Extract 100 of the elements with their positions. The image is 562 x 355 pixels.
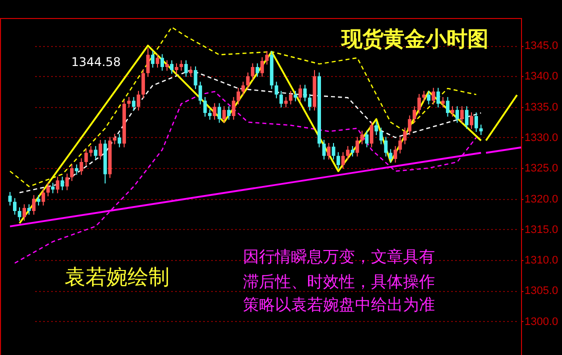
candlestick: [412, 106, 416, 124]
candlestick: [22, 204, 26, 222]
y-tick-label: 1310.0: [524, 254, 558, 267]
candlestick: [112, 133, 116, 145]
candlestick: [322, 139, 326, 160]
candlestick: [208, 108, 212, 120]
candlestick: [198, 81, 202, 105]
candlestick: [450, 106, 454, 118]
candlestick: [80, 158, 84, 176]
y-tick-label: 1320.0: [524, 193, 558, 206]
candlestick: [394, 146, 398, 164]
candlestick: [384, 136, 388, 157]
candlestick: [398, 136, 402, 154]
candlestick: [350, 146, 354, 157]
annotation: 1344.58: [71, 55, 121, 69]
candlestick: [18, 206, 22, 222]
candlestick: [156, 54, 160, 68]
candlestick: [341, 152, 345, 170]
annotation: 因行情瞬息万变，文章具有: [243, 247, 435, 266]
candlestick: [436, 87, 440, 108]
candlestick: [141, 68, 145, 99]
candlestick: [27, 204, 31, 216]
candlestick: [370, 121, 374, 148]
candlestick: [174, 62, 178, 74]
candlestick: [165, 60, 169, 72]
candlestick: [336, 152, 340, 170]
candlestick: [470, 112, 474, 130]
candlestick: [308, 93, 312, 112]
candlestick: [70, 164, 74, 182]
y-tick-label: 1315.0: [524, 224, 558, 236]
candlestick: [360, 130, 364, 145]
candlestick: [212, 102, 216, 120]
candlestick: [94, 146, 98, 160]
candlestick: [388, 148, 392, 164]
y-tick-label: 1335.0: [524, 101, 558, 114]
candlestick: [51, 182, 55, 194]
candlestick: [136, 90, 140, 112]
candlestick: [46, 182, 50, 197]
candlestick: [56, 176, 60, 194]
candlestick: [260, 56, 264, 78]
annotation: 袁若婉绘制: [64, 265, 170, 289]
candlestick: [160, 54, 164, 72]
candlestick: [479, 124, 483, 136]
candlestick: [274, 81, 278, 99]
candlestick: [346, 146, 350, 160]
candlestick: [441, 96, 445, 108]
candlestick: [98, 139, 102, 160]
candlestick: [32, 194, 36, 216]
candlestick: [65, 173, 69, 191]
candlestick: [365, 130, 369, 148]
candlestick: [250, 62, 254, 80]
candlestick: [426, 90, 430, 105]
candlestick: [127, 96, 131, 108]
candlestick: [265, 50, 269, 66]
candlestick: [13, 198, 17, 216]
candlestick: [464, 106, 468, 130]
candlestick: [232, 96, 236, 120]
candlestick: [284, 96, 288, 108]
candlestick: [60, 176, 64, 191]
candlestick: [146, 48, 150, 78]
candlestick: [241, 81, 245, 96]
candlestick: [189, 66, 193, 78]
candlestick: [150, 50, 154, 68]
candlestick: [408, 114, 412, 136]
candlestick: [298, 84, 302, 102]
candlestick: [180, 60, 184, 72]
candlestick: [256, 62, 260, 78]
candlestick: [218, 102, 222, 124]
candlestick: [36, 194, 40, 206]
candlestick: [332, 142, 336, 160]
candlestick: [132, 96, 136, 112]
candlestick: [294, 90, 298, 102]
candlestick: [194, 66, 198, 90]
candlestick: [379, 127, 383, 145]
candlestick: [74, 164, 78, 176]
candlestick: [118, 133, 122, 148]
annotation: 滞后性、时效性，具体操作: [243, 272, 435, 291]
candlestick: [417, 93, 421, 114]
annotation: 策略以袁若婉盘中给出为准: [243, 295, 435, 314]
candlestick: [222, 106, 226, 124]
candlestick: [236, 87, 240, 105]
candlestick: [460, 106, 464, 124]
candlestick: [203, 96, 207, 118]
candlestick: [446, 96, 450, 118]
candlestick: [8, 192, 12, 206]
y-tick-label: 1305.0: [524, 285, 558, 298]
candlestick: [279, 90, 283, 108]
candlestick: [432, 87, 436, 105]
y-tick-label: 1300.0: [524, 316, 558, 328]
candlestick: [246, 72, 250, 90]
candlestick: [288, 90, 292, 105]
candlestick: [403, 127, 407, 145]
candlestick: [356, 136, 360, 157]
y-tick-label: 1325.0: [524, 162, 558, 175]
candlestick: [374, 121, 378, 136]
candlestick: [327, 142, 331, 160]
candlestick: [227, 106, 231, 120]
candlestick: [455, 106, 459, 124]
line-series: [18, 69, 482, 194]
candlestick: [89, 146, 93, 157]
